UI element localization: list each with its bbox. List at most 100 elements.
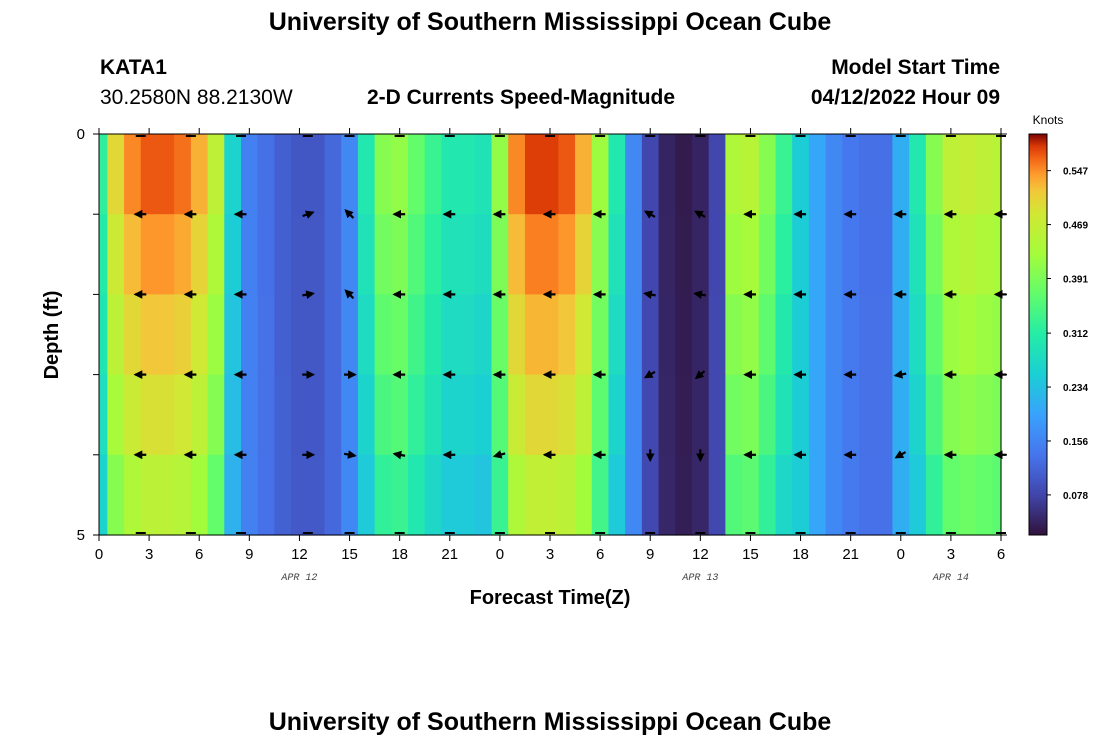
heat-cell	[140, 454, 159, 536]
heat-cell	[508, 294, 526, 376]
heat-cell	[975, 374, 994, 456]
heat-cell	[558, 214, 576, 295]
heat-cell	[959, 454, 977, 536]
heat-cell	[224, 374, 242, 456]
heat-cell	[174, 134, 192, 215]
heat-cell	[625, 134, 643, 215]
x-tick-label: 0	[95, 546, 103, 563]
x-tick-label: 0	[496, 546, 504, 563]
heat-cell	[424, 374, 443, 456]
heat-cell	[374, 374, 392, 456]
heat-cell	[124, 294, 142, 376]
heat-cell	[792, 374, 810, 456]
heat-cell	[357, 134, 376, 215]
heat-cell	[458, 134, 476, 215]
heat-cell	[324, 134, 342, 215]
heat-cell	[391, 134, 409, 215]
heat-cell	[909, 294, 927, 376]
heat-cell	[140, 374, 159, 456]
heat-cell	[107, 374, 125, 456]
heat-cell	[875, 374, 894, 456]
heat-cell	[641, 454, 660, 536]
heat-cell	[758, 374, 777, 456]
heat-cell	[458, 214, 476, 295]
heat-cell	[324, 214, 342, 295]
colorbar-tick-label: 0.469	[1063, 221, 1088, 232]
heat-cell	[925, 454, 944, 536]
heat-cell	[324, 374, 342, 456]
heat-cell	[691, 374, 710, 456]
station-id: KATA1	[100, 56, 167, 79]
heat-cell	[825, 214, 843, 295]
heat-cell	[691, 134, 710, 215]
heat-cell	[474, 454, 493, 536]
heat-cell	[725, 454, 743, 536]
heat-cell	[224, 294, 242, 376]
x-tick-label: 0	[897, 546, 905, 563]
heat-cell	[959, 214, 977, 295]
heat-cell	[925, 134, 944, 215]
x-tick-label: 18	[391, 546, 408, 563]
heat-cell	[508, 134, 526, 215]
heat-cell	[658, 294, 676, 376]
heat-cell	[575, 294, 593, 376]
heat-cell	[909, 374, 927, 456]
heat-cell	[925, 214, 944, 295]
heat-cell	[274, 294, 292, 376]
heat-cell	[608, 374, 626, 456]
heat-cell	[975, 134, 994, 215]
heat-cell	[190, 454, 209, 536]
current-arrow	[643, 210, 656, 219]
heat-cell	[708, 134, 726, 215]
heat-cell	[558, 294, 576, 376]
current-arrow	[492, 450, 506, 459]
heat-cell	[641, 294, 660, 376]
heat-cell	[207, 294, 225, 376]
heat-cell	[792, 134, 810, 215]
heat-cell	[825, 294, 843, 376]
heat-cell	[825, 374, 843, 456]
heat-cell	[625, 214, 643, 295]
current-arrow	[344, 289, 355, 300]
heat-cell	[107, 294, 125, 376]
heat-cell	[357, 454, 376, 536]
heat-cell	[291, 454, 309, 536]
heat-cell	[174, 454, 192, 536]
heat-cell	[458, 374, 476, 456]
heat-cell	[792, 454, 810, 536]
heat-cell	[792, 214, 810, 295]
heat-cell	[708, 374, 726, 456]
heat-cell	[675, 454, 693, 536]
current-arrow	[302, 210, 315, 219]
heat-cell	[124, 374, 142, 456]
heat-cell	[174, 214, 192, 295]
heat-cell	[190, 374, 209, 456]
heat-cell	[992, 134, 1002, 215]
heat-cell	[691, 214, 710, 295]
x-tick-label: 21	[441, 546, 458, 563]
heat-cell	[691, 454, 710, 536]
heat-cell	[408, 374, 426, 456]
heat-cell	[775, 374, 793, 456]
heat-cell	[608, 294, 626, 376]
heat-cell	[474, 374, 493, 456]
heat-cell	[909, 454, 927, 536]
heat-cell	[725, 134, 743, 215]
x-tick-label: 15	[742, 546, 759, 563]
page-title: University of Southern Mississippi Ocean…	[268, 8, 832, 36]
current-arrow	[643, 290, 656, 300]
heat-cell	[925, 374, 944, 456]
heat-cell	[625, 294, 643, 376]
colorbar-tick-label: 0.312	[1063, 329, 1088, 340]
heat-cell	[742, 294, 760, 376]
heat-cell	[859, 134, 877, 215]
heat-cell	[608, 134, 626, 215]
date-label: APR 12	[280, 573, 317, 584]
heat-cell	[842, 454, 860, 536]
heat-cell	[157, 134, 175, 215]
heat-cell	[207, 214, 225, 295]
heat-cell	[508, 214, 526, 295]
heat-cell	[842, 214, 860, 295]
heat-cell	[859, 214, 877, 295]
heat-cell	[524, 134, 543, 215]
